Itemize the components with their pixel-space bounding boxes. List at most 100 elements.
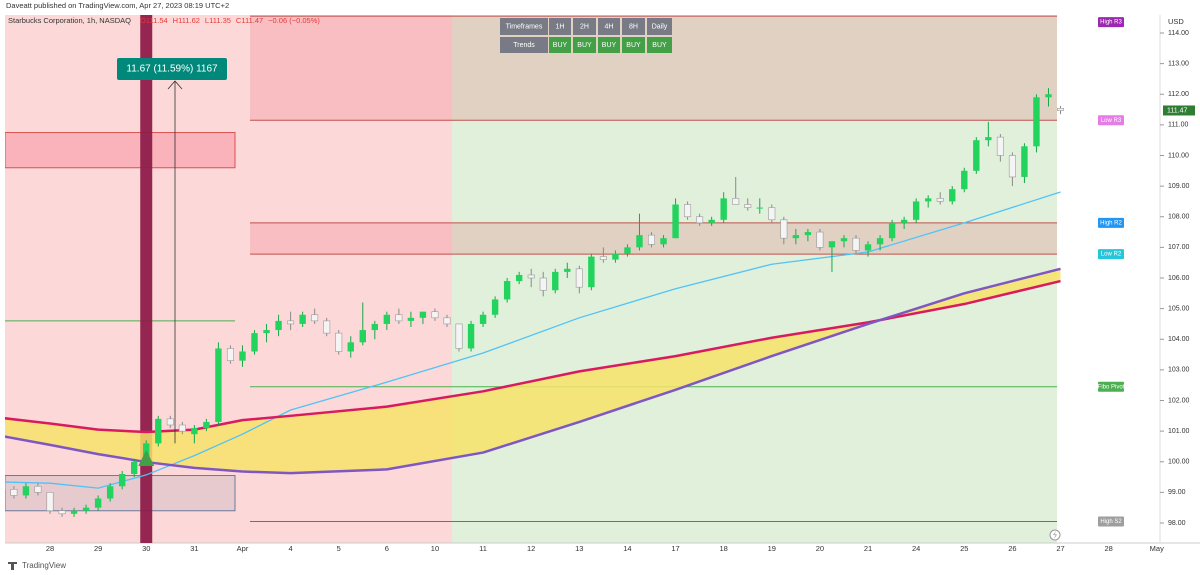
candle-body <box>864 244 872 251</box>
candle-body <box>94 498 102 508</box>
y-tick-label: 105.00 <box>1168 305 1190 312</box>
candle-body <box>684 204 692 218</box>
x-tick-label: 28 <box>1104 544 1112 553</box>
x-tick-label: 24 <box>912 544 920 553</box>
level-label: Low R2 <box>1101 252 1122 258</box>
candle-body <box>1021 146 1028 177</box>
candle-body <box>22 486 30 496</box>
candle-body <box>491 299 499 315</box>
y-tick-label: 101.00 <box>1168 428 1190 435</box>
candle-body <box>203 421 210 429</box>
candle-body <box>888 222 896 239</box>
ohlc-value: L111.35 <box>205 16 231 25</box>
table-header-text: 4H <box>605 23 614 30</box>
level-label: High S2 <box>1100 519 1122 525</box>
x-tick-label: 17 <box>671 544 679 553</box>
x-tick-label: 18 <box>720 544 728 553</box>
table-cell <box>500 37 548 53</box>
level-tag <box>1098 115 1124 126</box>
candle-body <box>588 256 595 288</box>
x-tick-label: 31 <box>190 544 198 553</box>
candle-body <box>515 274 523 282</box>
x-tick-label: 14 <box>623 544 631 553</box>
candle-body <box>780 219 788 239</box>
table-cell-text: BUY <box>577 42 592 49</box>
candle-body <box>575 268 583 288</box>
y-tick-label: 108.00 <box>1168 214 1190 221</box>
prior-zone <box>5 132 236 169</box>
candle-body <box>5 482 6 490</box>
candle-body <box>287 320 295 325</box>
level-tag <box>1098 516 1124 527</box>
candle-body <box>178 424 186 432</box>
candle-body <box>311 314 319 322</box>
currency: USD <box>1168 17 1184 26</box>
candle-body <box>299 314 306 324</box>
table-cell <box>549 37 571 53</box>
x-tick-label: 20 <box>816 544 824 553</box>
level-tag <box>1098 17 1124 28</box>
candle-body <box>1008 155 1016 178</box>
candle-body <box>564 268 571 272</box>
level-label: High R2 <box>1100 220 1122 226</box>
table-cell-text: Trends <box>513 42 535 49</box>
x-tick-label: May <box>1150 544 1164 553</box>
candle-body <box>768 207 776 221</box>
x-tick-label: 6 <box>385 544 389 553</box>
candle-body <box>118 474 126 487</box>
candle-body <box>106 486 114 499</box>
candle-body <box>840 238 848 242</box>
candle-body <box>660 238 667 245</box>
y-tick-label: 98.00 <box>1168 520 1186 527</box>
candle-body <box>251 333 258 352</box>
plot <box>5 15 1065 543</box>
level-tag <box>1098 217 1124 228</box>
table-cell-text: BUY <box>652 42 667 49</box>
candle-body <box>973 140 980 171</box>
x-tick-label: 13 <box>575 544 583 553</box>
candle-body <box>708 219 715 223</box>
table-cell <box>573 37 596 53</box>
table-cell-text: BUY <box>626 42 641 49</box>
candle-body <box>552 271 559 291</box>
candle-body <box>828 241 836 248</box>
candle-body <box>1033 97 1040 147</box>
candle-body <box>467 323 475 349</box>
candle-body <box>912 201 920 220</box>
table-header-text: Daily <box>652 23 668 30</box>
table-cell <box>598 37 620 53</box>
candle-body <box>696 216 704 224</box>
logo: TradingView <box>22 561 66 570</box>
x-tick-label: 29 <box>94 544 102 553</box>
candle-body <box>215 348 222 422</box>
x-tick-label: 11 <box>479 544 487 553</box>
logo-icon <box>8 562 17 570</box>
y-tick-label: 112.00 <box>1168 91 1189 98</box>
signal-bar <box>140 15 153 543</box>
candle-body <box>46 492 54 512</box>
table-header-cell <box>500 18 548 35</box>
candle-body <box>996 136 1004 156</box>
candle-body <box>961 170 968 190</box>
candle-body <box>34 485 42 493</box>
table-cell <box>647 37 672 53</box>
candle-body <box>10 489 18 496</box>
candle-body <box>431 311 439 319</box>
price-tag-label: 111.47 <box>1167 107 1187 114</box>
event-icon-bolt <box>1053 531 1057 539</box>
candle-body <box>226 348 234 361</box>
moving-average <box>5 267 1061 475</box>
candle-body <box>936 198 944 202</box>
level-label: Low R3 <box>1101 118 1122 124</box>
ohlc-value: H111.62 <box>173 16 200 25</box>
ribbon-fill <box>5 268 1061 474</box>
candle-body <box>395 314 403 322</box>
candle-body <box>155 418 162 444</box>
candle-body <box>419 311 427 318</box>
candle-body <box>239 351 246 361</box>
candle-body <box>539 277 547 291</box>
table-header-text: 1H <box>556 23 565 30</box>
x-tick-label: 26 <box>1008 544 1016 553</box>
table-header-cell <box>573 18 596 35</box>
